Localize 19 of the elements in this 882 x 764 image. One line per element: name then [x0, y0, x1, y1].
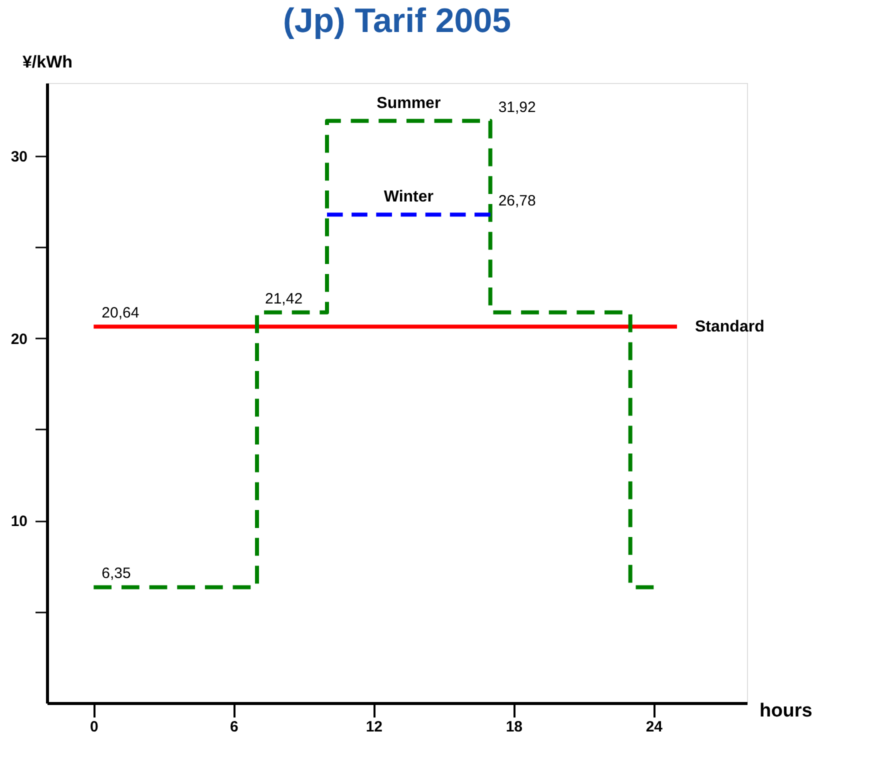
y-tick-label: 20 [10, 330, 28, 348]
x-tick-label: 18 [506, 718, 523, 736]
x-tick-label: 24 [646, 718, 664, 736]
series-label: Standard [695, 318, 764, 336]
x-tick-label: 0 [90, 718, 98, 736]
annotation: 6,35 [102, 565, 131, 582]
y-axis-title: ¥/kWh [22, 52, 73, 72]
annotation: 26,78 [498, 192, 536, 210]
chart-title: (Jp) Tarif 2005 [282, 2, 512, 40]
series-label: Winter [384, 188, 434, 206]
annotation: 31,92 [498, 98, 536, 116]
x-tick-label: 12 [366, 718, 383, 736]
x-axis-title: hours [760, 700, 812, 722]
annotation: 20,64 [102, 304, 140, 322]
y-tick-label: 30 [10, 148, 28, 166]
annotation: 21,42 [265, 290, 303, 308]
series-label: Summer [376, 94, 441, 112]
x-tick-label: 6 [230, 718, 238, 736]
y-tick-label: 10 [10, 513, 28, 530]
